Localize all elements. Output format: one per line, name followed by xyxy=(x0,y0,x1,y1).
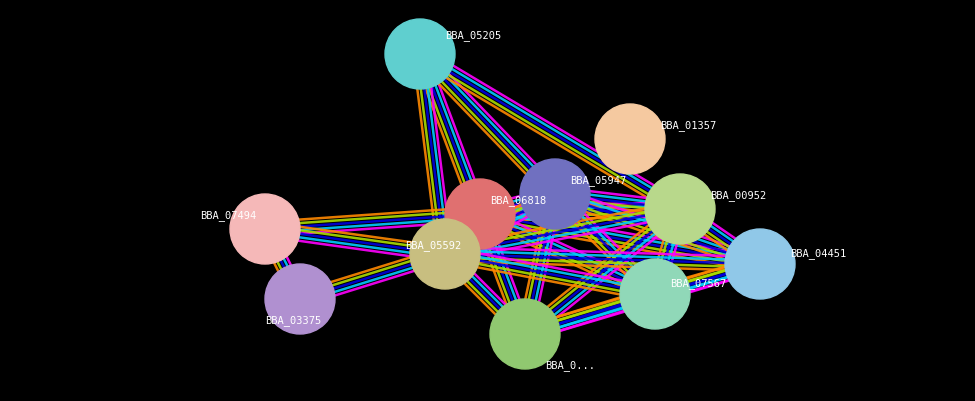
Circle shape xyxy=(385,20,455,90)
Circle shape xyxy=(725,229,795,299)
Text: BBA_07567: BBA_07567 xyxy=(670,277,726,288)
Text: BBA_05947: BBA_05947 xyxy=(570,174,626,185)
Circle shape xyxy=(265,264,335,334)
Circle shape xyxy=(595,105,665,174)
Text: BBA_05592: BBA_05592 xyxy=(405,239,461,250)
Text: BBA_05205: BBA_05205 xyxy=(445,30,501,41)
Text: BBA_03375: BBA_03375 xyxy=(265,314,321,325)
Circle shape xyxy=(490,299,560,369)
Circle shape xyxy=(620,259,690,329)
Circle shape xyxy=(520,160,590,229)
Text: BBA_0...: BBA_0... xyxy=(545,359,595,370)
Text: BBA_00952: BBA_00952 xyxy=(710,190,766,200)
Circle shape xyxy=(230,194,300,264)
Text: BBA_07494: BBA_07494 xyxy=(200,209,256,221)
Circle shape xyxy=(445,180,515,249)
Text: BBA_06818: BBA_06818 xyxy=(490,194,546,205)
Circle shape xyxy=(645,174,715,244)
Text: BBA_04451: BBA_04451 xyxy=(790,247,846,258)
Text: BBA_01357: BBA_01357 xyxy=(660,120,717,131)
Circle shape xyxy=(410,219,480,289)
